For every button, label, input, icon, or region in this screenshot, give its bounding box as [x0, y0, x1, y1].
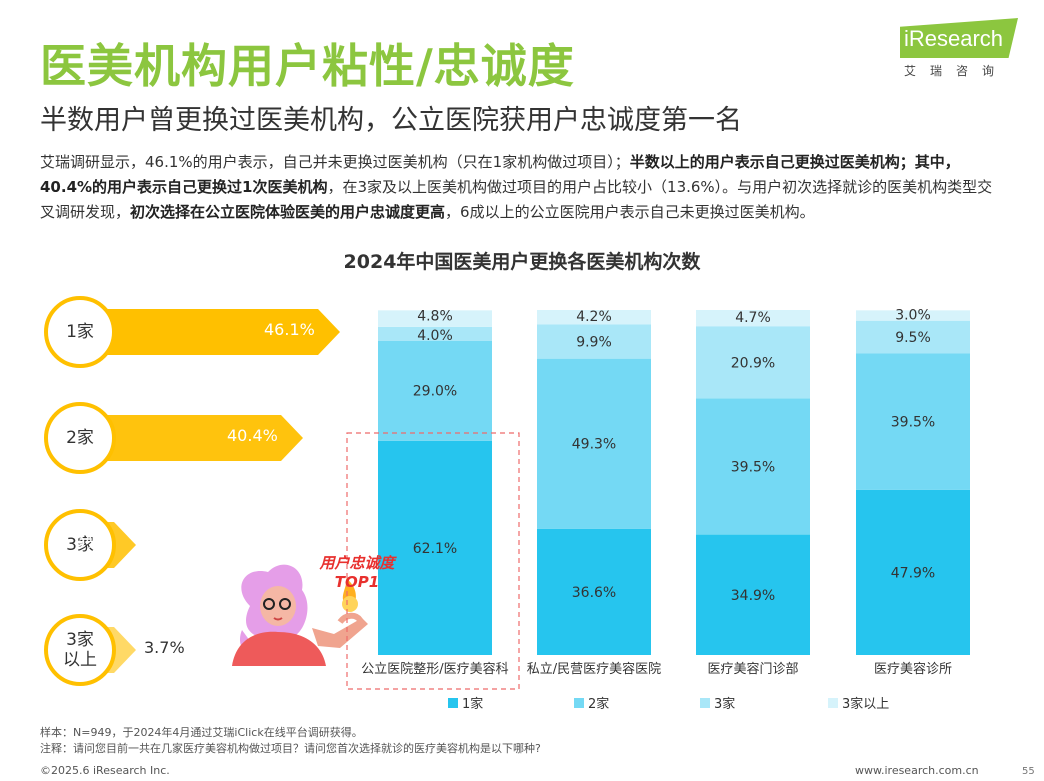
- side-item-bar: [80, 415, 303, 461]
- logo-text: iResearch: [904, 26, 1004, 51]
- bar-value-label: 9.5%: [895, 330, 931, 346]
- bar-value-label: 47.9%: [891, 565, 935, 581]
- desc-text-1: 艾瑞调研显示，46.1%的用户表示，自己并未更换过医美机构（只在1家机构做过项目…: [40, 153, 630, 171]
- woman-illustration: [232, 564, 368, 666]
- desc-bold-2: 初次选择在公立医院体验医美的用户忠诚度更高: [130, 203, 446, 221]
- copyright: ©2025.6 iResearch Inc.: [40, 764, 170, 777]
- bar-value-label: 34.9%: [731, 588, 775, 604]
- bar-value-label: 9.9%: [576, 335, 612, 351]
- legend-swatch: [700, 698, 710, 708]
- bar-value-label: 4.2%: [576, 309, 612, 325]
- category-label: 医疗美容门诊部: [707, 661, 798, 677]
- chart-title: 2024年中国医美用户更换各医美机构次数: [343, 251, 701, 273]
- bar-value-label: 49.3%: [572, 437, 616, 453]
- logo-subtext: 艾瑞咨询: [904, 64, 1009, 78]
- bar-segment: [856, 310, 970, 321]
- bar-segment: [696, 398, 810, 535]
- bar-segment: [696, 310, 810, 327]
- side-item-label: 3家 以上: [44, 614, 116, 686]
- bar-segment: [696, 534, 810, 655]
- bar-segment: [378, 326, 492, 341]
- side-item-value: 40.4%: [227, 426, 278, 445]
- desc-bold-1: 半数以上的用户表示自己更换过医美机构；其中，40.4%的用户表示自己更换过1次医…: [40, 153, 960, 196]
- bar-value-label: 20.9%: [731, 355, 775, 371]
- bar-segment: [537, 528, 651, 655]
- side-item: 1家 46.1%: [40, 292, 340, 372]
- bar-segment: [378, 440, 492, 655]
- side-item: 3家 9.9%: [40, 505, 340, 585]
- bar-value-label: 3.0%: [895, 308, 931, 324]
- bar-segment: [537, 324, 651, 359]
- side-item-label: 1家: [44, 296, 116, 368]
- page-number: 55: [1022, 766, 1035, 777]
- bar-value-label: 39.5%: [731, 459, 775, 475]
- side-item: 3家 以上 3.7%: [40, 610, 340, 690]
- page-title: 医美机构用户粘性/忠诚度: [40, 39, 575, 93]
- bar-segment: [378, 340, 492, 441]
- sample-note: 样本：N=949，于2024年4月通过艾瑞iClick在线平台调研获得。: [40, 726, 363, 739]
- bar-value-label: 29.0%: [413, 384, 457, 400]
- side-item-value: 3.7%: [144, 638, 185, 657]
- bar-value-label: 39.5%: [891, 415, 935, 431]
- bar-segment: [856, 353, 970, 490]
- legend-label: 3家: [714, 696, 735, 712]
- bar-segment: [696, 326, 810, 399]
- side-item: 2家 40.4%: [40, 398, 340, 478]
- bar-value-label: 4.8%: [417, 309, 453, 325]
- desc-text-3: ，6成以上的公立医院用户表示自己未更换过医美机构。: [445, 203, 815, 221]
- side-item-label: 3家: [44, 509, 116, 581]
- bar-segment: [378, 310, 492, 327]
- category-label: 私立/民营医疗美容医院: [527, 661, 661, 677]
- side-item-bar: [80, 309, 340, 355]
- description-paragraph: 艾瑞调研显示，46.1%的用户表示，自己并未更换过医美机构（只在1家机构做过项目…: [40, 150, 1005, 225]
- side-item-value: 9.9%: [60, 533, 101, 552]
- website: www.iresearch.com.cn: [855, 764, 979, 777]
- desc-text-2: ，在3家及以上医美机构做过项目的用户占比较小（13.6%）。与用户初次选择就诊的…: [40, 178, 993, 221]
- legend-label: 2家: [588, 696, 609, 712]
- bar-value-label: 4.0%: [417, 328, 453, 344]
- category-label: 医疗美容诊所: [874, 661, 952, 677]
- legend-swatch: [574, 698, 584, 708]
- legend-label: 1家: [462, 696, 483, 712]
- page-subtitle: 半数用户曾更换过医美机构，公立医院获用户忠诚度第一名: [40, 105, 742, 136]
- bar-segment: [856, 489, 970, 655]
- bar-value-label: 62.1%: [413, 541, 457, 557]
- question-note: 注释：请问您目前一共在几家医疗美容机构做过项目？请问您首次选择就诊的医疗美容机构…: [40, 742, 541, 755]
- legend-swatch: [448, 698, 458, 708]
- side-item-value: 46.1%: [264, 320, 315, 339]
- bar-value-label: 36.6%: [572, 585, 616, 601]
- bar-segment: [537, 310, 651, 325]
- legend-label: 3家以上: [842, 696, 889, 712]
- side-item-label: 2家: [44, 402, 116, 474]
- legend-swatch: [828, 698, 838, 708]
- bar-segment: [856, 320, 970, 354]
- bar-segment: [537, 358, 651, 529]
- bar-value-label: 4.7%: [735, 310, 771, 326]
- iresearch-logo: iResearch 艾瑞咨询: [900, 18, 1020, 80]
